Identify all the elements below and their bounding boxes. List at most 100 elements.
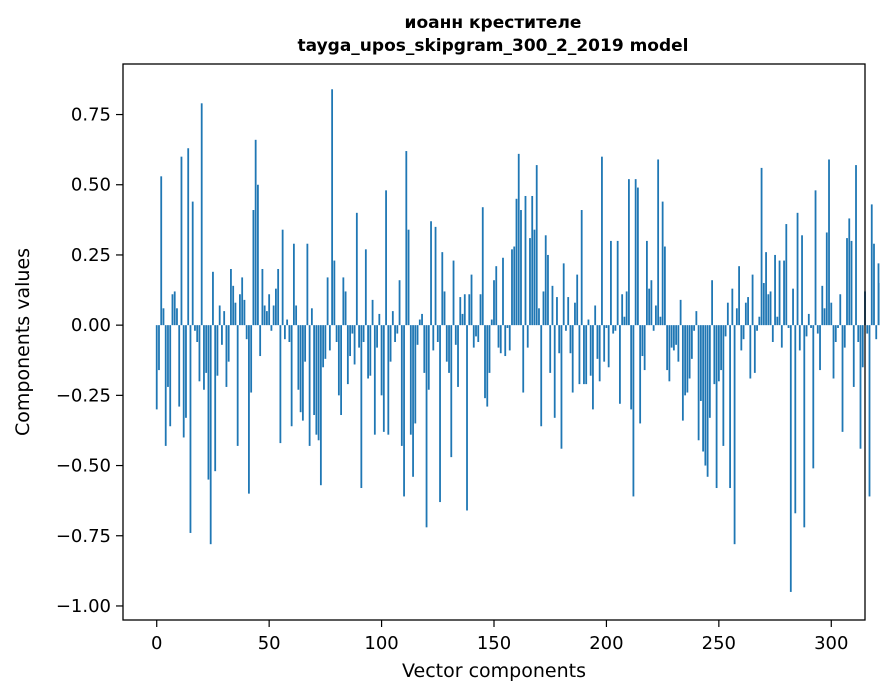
y-tick-label: 0.00 [71,315,111,336]
bar [436,325,439,342]
bar [529,238,531,326]
bar [403,325,405,497]
bar [544,235,547,326]
bar [778,260,781,326]
bar [646,240,648,326]
bar [218,305,221,326]
bar [463,294,466,326]
bar [672,325,675,351]
y-tick-label: −0.25 [56,385,111,406]
bar [535,165,538,326]
bar [776,316,779,326]
bar [758,316,761,326]
bar [452,260,455,326]
bar [360,325,363,489]
bar [470,274,473,326]
bar [486,325,489,407]
bar [623,316,626,326]
bar [349,325,351,357]
chart-title: иоанн крестителе [405,13,582,33]
bar [583,325,585,385]
bar [308,325,311,446]
bar [227,325,230,362]
bar [688,325,691,379]
bar [310,308,313,326]
bar [549,325,552,373]
bar [398,280,401,326]
bar [747,297,749,326]
bar [337,325,340,396]
bar [239,294,241,326]
bar [245,325,248,340]
bar [263,305,266,326]
bar [205,325,208,373]
bar [625,291,628,326]
bar [200,103,203,326]
bar [796,212,799,326]
bar [295,305,298,326]
bar [605,325,608,328]
bar [322,325,325,368]
bar [720,325,722,371]
bar [560,325,563,449]
bar [346,325,349,385]
bar [515,198,518,326]
bar [774,254,776,326]
bar [576,274,579,326]
bar [562,263,565,326]
bar [875,325,878,340]
bar [870,204,873,326]
bar [832,325,835,379]
bar [679,299,682,326]
bar [733,325,736,545]
bar [704,325,707,466]
bar [816,325,819,334]
bar [861,325,864,368]
bar [637,187,639,326]
bar [592,325,594,410]
bar [749,325,752,379]
bar [394,325,396,342]
bar [589,325,592,376]
bar [702,325,705,452]
bar [567,297,570,326]
bar [459,297,462,326]
bar [569,325,572,354]
bar [753,325,756,373]
x-axis-label: Vector components [402,660,586,682]
bar [277,268,280,326]
bar [553,325,556,418]
bar [785,224,788,326]
bar [286,319,289,326]
bar [839,294,842,326]
bar [663,246,666,326]
bar [578,325,581,385]
bar [203,325,205,390]
bar [762,283,765,326]
bar [497,325,500,348]
bar [169,325,172,427]
bar [654,305,657,326]
bar [418,319,421,326]
bar [538,308,540,326]
bar [533,229,536,326]
bar [167,325,169,387]
bar [362,325,365,342]
bar [441,252,444,326]
bar [724,325,727,337]
bar [299,325,302,413]
x-tick-label: 200 [589,633,623,654]
bar [722,325,725,446]
bar [333,260,336,326]
bar [502,257,504,326]
bar [814,190,817,326]
bar [643,325,646,371]
bar [466,325,468,511]
bar [823,308,826,326]
bar [178,325,181,407]
bar [603,325,606,362]
bar [191,201,194,326]
bars-group [155,89,880,592]
bar [810,325,812,328]
